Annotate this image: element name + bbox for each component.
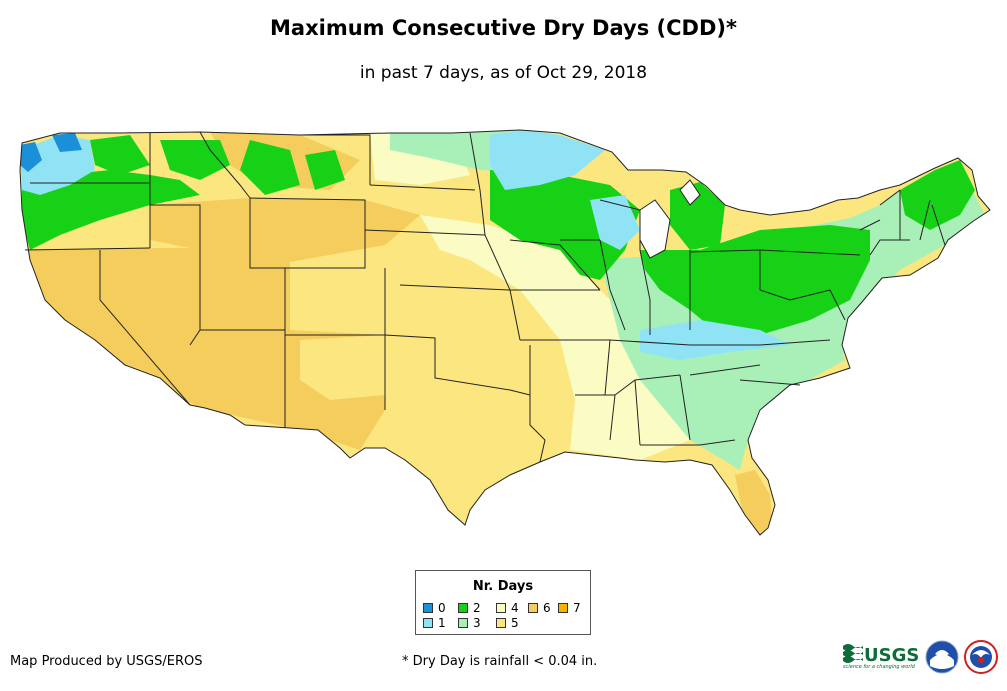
state-borders xyxy=(19,129,991,536)
region-1day-ky xyxy=(640,320,790,360)
legend-swatch-0 xyxy=(423,603,433,613)
region-2days-mt4 xyxy=(305,150,345,190)
legend-swatch-1 xyxy=(423,618,433,628)
legend-swatch-4 xyxy=(496,603,506,613)
region-2days-mt xyxy=(90,135,150,175)
region-6days-west xyxy=(25,248,385,450)
noaa-logo xyxy=(925,640,959,674)
legend-label-4: 4 xyxy=(511,601,519,615)
region-2days-mt3 xyxy=(240,140,300,195)
legend-label-3: 3 xyxy=(473,616,481,630)
legend-title: Nr. Days xyxy=(472,579,534,594)
cdd-color-regions xyxy=(20,130,990,535)
region-2days-ne xyxy=(900,160,975,230)
region-0days-wa xyxy=(20,142,42,172)
region-1day-wi xyxy=(590,195,640,250)
legend-swatch-2 xyxy=(458,603,468,613)
legend: Nr. Days 0 1 2 3 4 5 6 7 xyxy=(415,570,591,635)
map-credit: Map Produced by USGS/EROS xyxy=(10,654,203,669)
legend-label-7: 7 xyxy=(573,601,581,615)
legend-swatch-5 xyxy=(496,618,506,628)
usgs-logo: USGS science for a changing world xyxy=(843,644,919,670)
usgs-logo-text: USGS xyxy=(864,645,919,666)
legend-swatch-3 xyxy=(458,618,468,628)
region-3days-southeast xyxy=(680,335,845,450)
region-2days-nw xyxy=(22,170,200,250)
region-5days-nm xyxy=(300,335,385,400)
legend-label-6: 6 xyxy=(543,601,551,615)
region-0days-wa2 xyxy=(52,133,82,152)
region-2days-mt2 xyxy=(160,140,230,180)
region-1day-mn xyxy=(490,130,605,190)
legend-label-5: 5 xyxy=(511,616,519,630)
map-title: Maximum Consecutive Dry Days (CDD)* xyxy=(270,16,737,40)
legend-label-2: 2 xyxy=(473,601,481,615)
legend-label-1: 1 xyxy=(438,616,446,630)
usgs-tagline: science for a changing world xyxy=(843,664,916,670)
legend-label-0: 0 xyxy=(438,601,446,615)
dry-day-footnote: * Dry Day is rainfall < 0.04 in. xyxy=(402,654,598,669)
region-4days xyxy=(420,215,690,460)
nws-logo xyxy=(964,640,998,674)
region-6days-north xyxy=(150,198,420,262)
legend-swatch-6 xyxy=(528,603,538,613)
map-subtitle: in past 7 days, as of Oct 29, 2018 xyxy=(359,63,648,83)
legend-swatch-7 xyxy=(558,603,568,613)
region-6days-fl xyxy=(735,470,772,535)
region-2days-mi xyxy=(670,182,725,250)
